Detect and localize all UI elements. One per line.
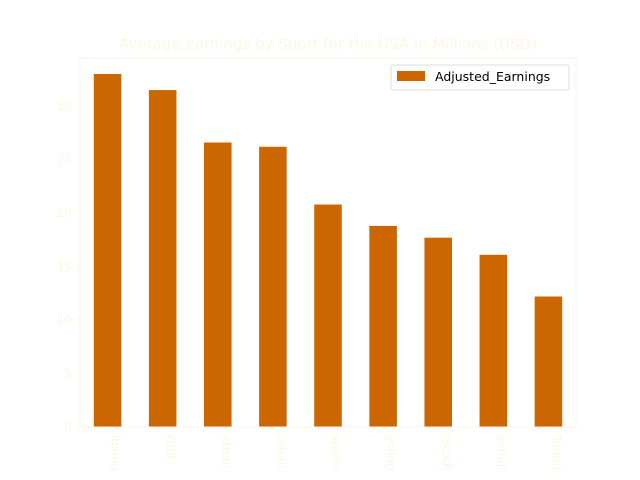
y-tick-label: 10 xyxy=(57,313,72,327)
bar-boxing xyxy=(93,74,122,427)
legend: Adjusted_Earnings xyxy=(390,64,570,91)
bar-cycling xyxy=(369,225,397,427)
plot-frame xyxy=(79,57,577,428)
bar-football xyxy=(259,146,287,427)
x-tick-label: ycling xyxy=(384,435,398,471)
y-tick-label: 25 xyxy=(57,153,72,167)
x-tick-label: otball xyxy=(274,435,288,469)
x-tick-label: Golf xyxy=(164,435,178,460)
x-tick-label: Tennis xyxy=(549,434,563,472)
x-tick-label: ISCAR xyxy=(439,435,453,471)
bar-tennis xyxy=(534,296,563,427)
bar-golf xyxy=(148,90,177,427)
bar-baseball xyxy=(479,254,508,427)
x-tick-label: loxing xyxy=(109,435,123,471)
x-tick-label: etball xyxy=(219,435,233,469)
legend-swatch xyxy=(397,71,425,81)
x-tick-label: sports xyxy=(329,435,343,472)
x-tick-label: seball xyxy=(494,435,508,470)
chart-title: Average earnings by Sport for the USA in… xyxy=(119,35,537,53)
bars-group xyxy=(93,74,563,427)
x-axis: loxing Golf etball otball sports ycling ISCAR s… xyxy=(107,427,563,472)
bar-motorsports xyxy=(314,204,342,427)
y-tick-label: 30 xyxy=(57,99,72,113)
y-axis: 0 5 10 15 20 25 30 xyxy=(57,99,80,434)
legend-box xyxy=(390,64,570,91)
y-tick-label: 5 xyxy=(64,367,72,381)
legend-label: Adjusted_Earnings xyxy=(435,69,550,84)
y-tick-label: 20 xyxy=(57,206,72,220)
y-tick-label: 0 xyxy=(64,420,72,434)
bar-basketball xyxy=(204,142,232,427)
bar-nascar xyxy=(424,237,452,427)
y-tick-label: 15 xyxy=(57,260,72,274)
